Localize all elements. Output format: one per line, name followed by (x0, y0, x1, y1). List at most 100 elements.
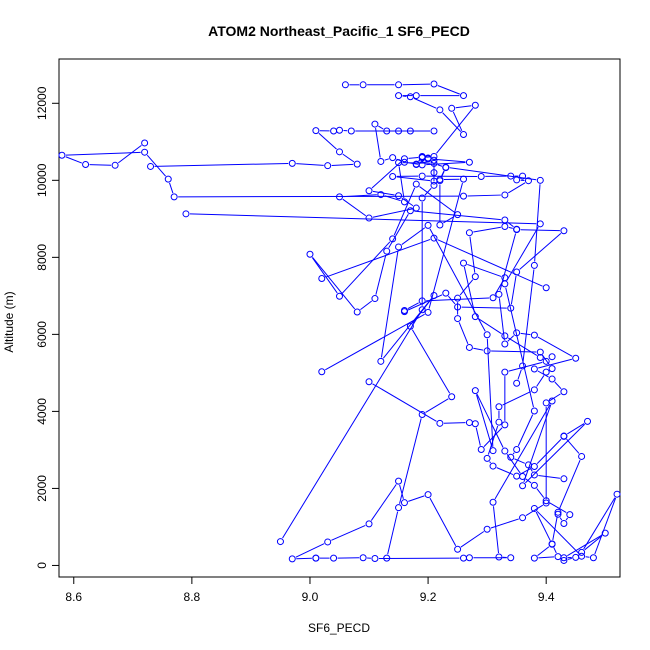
data-point (347, 127, 355, 135)
data-point (418, 194, 426, 202)
data-point (412, 161, 420, 169)
data-point (548, 375, 556, 383)
chart-title: ATOM2 Northeast_Pacific_1 SF6_PECD (208, 23, 470, 39)
series-segment (506, 227, 539, 281)
data-point (601, 529, 609, 537)
data-point (465, 419, 473, 427)
series-segment (583, 497, 616, 550)
data-point (359, 554, 367, 562)
series-segment (467, 263, 502, 277)
data-point (318, 275, 326, 283)
data-point (383, 554, 391, 562)
series-segment (536, 438, 562, 464)
data-point (530, 407, 538, 415)
data-point (489, 447, 497, 455)
data-point (353, 160, 361, 168)
data-point (483, 347, 491, 355)
data-point (389, 235, 397, 243)
data-point (395, 477, 403, 485)
data-point (501, 340, 509, 348)
series-segment (425, 398, 449, 413)
series-4 (377, 221, 574, 562)
series-segment (455, 105, 472, 109)
data-point (400, 308, 408, 316)
data-point (513, 379, 521, 387)
data-point (589, 554, 597, 562)
series-segment (169, 182, 174, 194)
series-segment (189, 213, 537, 225)
data-point (395, 159, 403, 167)
data-point (495, 290, 503, 298)
data-point (495, 418, 503, 426)
series-segment (437, 164, 443, 167)
y-tick-label: 4000 (35, 398, 49, 425)
series-segment (461, 306, 507, 309)
series-segment (567, 423, 585, 435)
data-point (442, 163, 450, 171)
series-segment (491, 350, 537, 353)
series-segment (538, 556, 555, 559)
series-segment (536, 375, 545, 387)
series-5 (182, 210, 568, 483)
series-segment (429, 497, 457, 546)
series-segment (536, 488, 545, 498)
series-9 (318, 234, 550, 292)
series-segment (296, 163, 324, 166)
data-point (436, 106, 444, 114)
series-segment (508, 337, 538, 356)
x-tick-label: 8.6 (65, 590, 82, 604)
data-point (460, 259, 468, 267)
series-segment (536, 510, 580, 554)
data-point (489, 294, 497, 302)
x-tick-label: 8.8 (184, 590, 201, 604)
series-segment (396, 176, 431, 182)
data-point (483, 331, 491, 339)
series-segment (341, 241, 391, 294)
data-point (465, 229, 473, 237)
data-point (395, 92, 403, 100)
x-tick-label: 9.4 (538, 590, 555, 604)
data-point (530, 261, 538, 269)
data-point (513, 226, 521, 234)
series-segment (372, 208, 413, 218)
data-point (584, 417, 592, 425)
data-point (519, 362, 527, 370)
data-point (424, 221, 432, 229)
series-segment (424, 187, 432, 196)
data-point (454, 303, 462, 311)
data-point (306, 250, 314, 258)
series-segment (510, 275, 517, 305)
data-point (365, 187, 373, 195)
series-segment (538, 474, 560, 479)
series-segment (520, 229, 560, 232)
data-point (365, 520, 373, 528)
series-segment (566, 438, 580, 454)
data-point (477, 172, 485, 180)
data-point (548, 540, 556, 548)
series-segment (517, 414, 534, 447)
data-point (430, 80, 438, 88)
data-point (182, 210, 190, 218)
series-segment (473, 226, 501, 233)
data-point (430, 234, 438, 242)
data-point (141, 148, 149, 156)
data-point (377, 157, 385, 165)
data-point (465, 343, 473, 351)
series-7 (276, 169, 438, 546)
x-tick-label: 9.2 (420, 590, 437, 604)
series-segment (146, 154, 166, 177)
data-point (542, 357, 550, 365)
x-tick-label: 9.0 (302, 590, 319, 604)
series-segment (89, 164, 112, 166)
series-segment (535, 511, 551, 541)
series-segment (452, 111, 463, 132)
series-segment (398, 166, 405, 199)
series-segment (375, 254, 387, 295)
series-segment (498, 298, 505, 341)
data-point (400, 198, 408, 206)
series-segment (384, 195, 401, 202)
series-segment (432, 158, 466, 163)
series-8 (365, 353, 556, 454)
data-point (572, 553, 580, 561)
data-point (530, 554, 538, 562)
